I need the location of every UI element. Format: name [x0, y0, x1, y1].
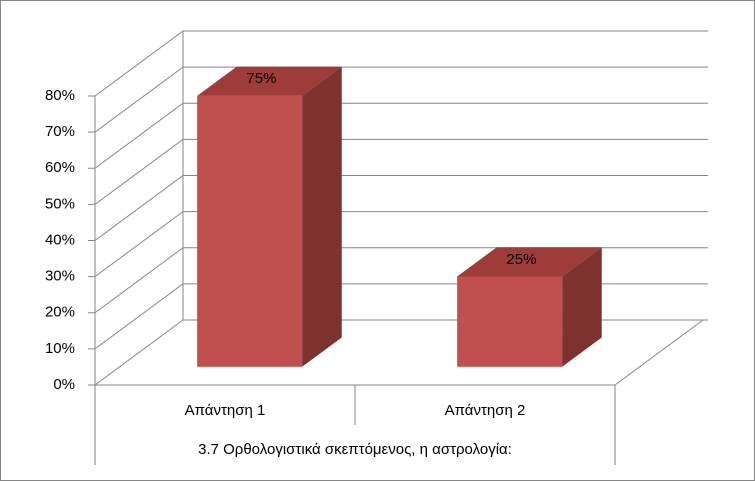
y-tick-label: 80%	[45, 87, 75, 104]
y-tick-label: 20%	[45, 304, 75, 321]
grid-line	[94, 211, 184, 278]
grid-line	[94, 30, 184, 97]
bar	[457, 276, 563, 367]
y-tick-label: 0%	[53, 376, 75, 393]
grid-line	[94, 138, 184, 205]
grid-line	[94, 175, 184, 241]
y-tick-label: 10%	[45, 340, 75, 357]
grid-line	[94, 247, 184, 314]
y-tick-label: 40%	[45, 231, 75, 248]
y-tick-label: 70%	[45, 123, 75, 140]
value-label: 25%	[506, 251, 536, 268]
bar-side	[562, 247, 602, 367]
grid-line	[94, 102, 184, 169]
bar	[197, 95, 303, 367]
x-axis-title: 3.7 Ορθολογιστικά σκεπτόμενος, η αστρολο…	[198, 441, 512, 458]
grid-line	[94, 319, 184, 386]
value-label: 75%	[246, 70, 276, 87]
grid-line	[94, 283, 184, 350]
y-tick-label: 50%	[45, 195, 75, 212]
grid-line	[94, 66, 184, 133]
y-tick-label: 30%	[45, 268, 75, 285]
bar-top	[457, 247, 602, 277]
bar-side	[302, 66, 342, 367]
bar-top	[197, 66, 342, 96]
x-tick-label: Απάντηση 1	[185, 402, 266, 419]
x-tick-label: Απάντηση 2	[445, 402, 526, 419]
y-tick-label: 60%	[45, 159, 75, 176]
floor-edge	[614, 319, 704, 386]
